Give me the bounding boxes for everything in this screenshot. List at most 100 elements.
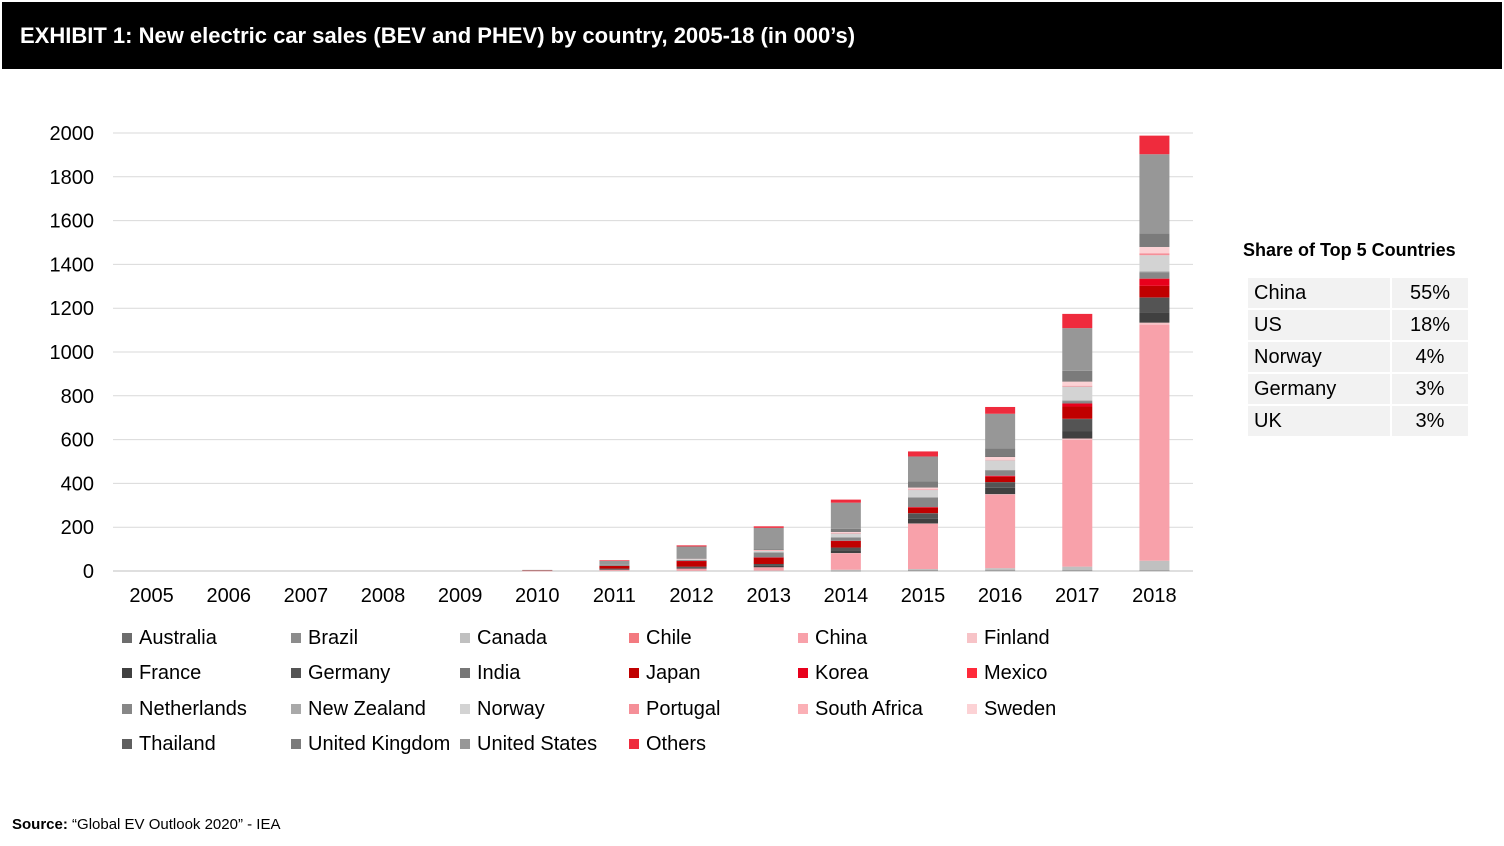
legend-label: Germany	[308, 662, 391, 685]
bar-segment	[676, 561, 707, 567]
bar-segment	[1139, 297, 1170, 313]
x-tick-label: 2016	[978, 585, 1023, 607]
legend-swatch	[629, 633, 639, 643]
legend-label: New Zealand	[308, 697, 426, 720]
bar-segment	[985, 448, 1016, 457]
bar-segment	[1062, 381, 1093, 386]
legend-item: Brazil	[291, 625, 358, 651]
x-tick-label: 2009	[438, 585, 483, 607]
legend-item: Sweden	[967, 696, 1056, 722]
x-tick-label: 2015	[901, 585, 946, 607]
bar-segment	[1062, 431, 1093, 439]
legend-swatch	[122, 633, 132, 643]
bar-segment	[599, 568, 630, 570]
bar-segment	[599, 569, 630, 570]
y-tick-label: 1200	[50, 298, 95, 320]
y-tick-label: 2000	[50, 123, 95, 145]
bar-segment	[1139, 285, 1170, 298]
bar-segment	[1139, 272, 1170, 279]
bar-segment	[1139, 253, 1170, 256]
legend-swatch	[291, 739, 301, 750]
x-tick-label: 2005	[129, 585, 174, 607]
bar-segment	[676, 558, 707, 559]
bar-segment	[676, 545, 707, 547]
bar-segment	[1062, 418, 1093, 420]
country-cell: Norway	[1248, 342, 1392, 374]
legend-item: Chile	[629, 625, 692, 651]
legend-swatch	[291, 633, 301, 643]
bar-segment	[1062, 381, 1093, 382]
legend-item: Others	[629, 731, 706, 757]
legend-label: Brazil	[308, 627, 359, 649]
bar-segment	[753, 570, 784, 572]
bar-segment	[1139, 135, 1170, 155]
bar-segment	[830, 502, 861, 529]
legend-label: United States	[477, 733, 598, 756]
share-cell: 3%	[1392, 374, 1468, 406]
bar-segment	[830, 550, 861, 554]
share-cell: 3%	[1392, 406, 1468, 438]
bar-segment	[985, 570, 1016, 572]
bar-segment	[676, 559, 707, 561]
legend-swatch	[460, 633, 470, 643]
bar-segment	[522, 570, 553, 572]
exhibit-title: EXHIBIT 1: New electric car sales (BEV a…	[2, 2, 1502, 69]
y-tick-label: 1600	[50, 211, 95, 233]
table-row: UK 3%	[1248, 406, 1468, 438]
bar-segment	[1062, 385, 1093, 387]
bar-segment	[676, 546, 707, 559]
bar-segment	[1062, 386, 1093, 401]
y-tick-label: 800	[61, 386, 94, 408]
x-tick-label: 2014	[824, 585, 869, 607]
y-axis-ticks: 0 200 400 600 800 1000 1200 1400 1600 1800 2000	[50, 123, 95, 583]
y-tick-label: 1800	[50, 167, 95, 189]
legend-item: Japan	[629, 660, 701, 686]
y-tick-label: 200	[61, 517, 94, 539]
bar-segment	[676, 558, 707, 560]
legend-item: China	[798, 625, 867, 651]
x-tick-label: 2017	[1055, 585, 1100, 607]
bar-segment	[908, 513, 938, 514]
legend-item: Mexico	[967, 660, 1047, 686]
legend-swatch	[122, 739, 132, 750]
bar-segment	[908, 569, 938, 571]
bar-segment	[599, 565, 630, 567]
bar-segment	[985, 413, 1016, 449]
bar-segment	[1139, 312, 1170, 323]
x-tick-label: 2007	[284, 585, 329, 607]
x-tick-label: 2006	[206, 585, 251, 607]
legend-label: Australia	[139, 627, 217, 649]
table-row: China 55%	[1248, 278, 1468, 310]
bar-segment	[753, 549, 784, 550]
bar-segment	[676, 558, 707, 560]
bar-segment	[908, 507, 938, 508]
bar-segment	[985, 482, 1016, 488]
bar-segment	[908, 481, 938, 488]
y-tick-label: 1400	[50, 254, 95, 276]
bar-segment	[676, 570, 707, 572]
source-text: “Global EV Outlook 2020” - IEA	[72, 816, 281, 833]
bar-segment	[830, 553, 861, 570]
gridlines	[113, 132, 1193, 572]
bar-segment	[830, 547, 861, 551]
legend-label: Others	[646, 733, 707, 756]
legend-label: United Kingdom	[308, 733, 451, 756]
bar-segment	[985, 475, 1016, 477]
bar-segment	[1062, 328, 1093, 371]
source-note: Source: “Global EV Outlook 2020” - IEA	[12, 816, 280, 833]
legend-swatch	[629, 668, 639, 679]
bar-segment	[908, 456, 938, 482]
table-row: Germany 3%	[1248, 374, 1468, 406]
bar-segment	[1139, 322, 1170, 325]
bar-segment	[985, 470, 1016, 471]
bar-segment	[676, 566, 707, 568]
bar-segment	[830, 569, 861, 571]
legend-item: Germany	[291, 660, 390, 686]
legend-swatch	[798, 633, 808, 643]
bar-segment	[985, 487, 1016, 495]
share-table-title: Share of Top 5 Countries	[1243, 240, 1456, 260]
bar-segment	[753, 552, 784, 558]
table-row: Norway 4%	[1248, 342, 1468, 374]
legend-label: Finland	[984, 627, 1050, 649]
bar-segment	[599, 565, 630, 569]
